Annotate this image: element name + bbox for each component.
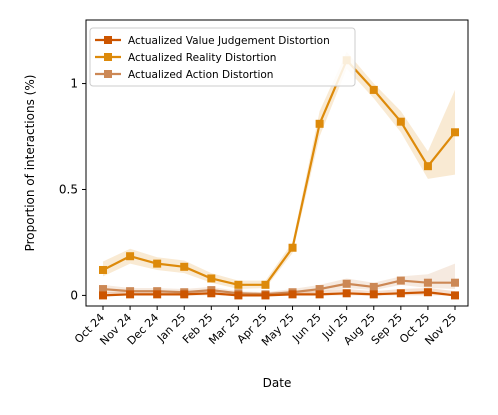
- x-tick-label: Sep 25: [369, 311, 405, 347]
- point-series-1: [153, 259, 162, 268]
- point-series-2: [315, 285, 324, 294]
- legend-label: Actualized Value Judgement Distortion: [128, 35, 330, 47]
- point-series-1: [288, 243, 297, 252]
- point-series-2: [369, 282, 378, 291]
- point-series-0: [126, 290, 135, 299]
- x-tick-label: Jun 25: [289, 311, 323, 345]
- point-series-2: [342, 279, 351, 288]
- point-series-0: [180, 290, 189, 299]
- legend-marker: [104, 70, 112, 78]
- line-series-1: [102, 59, 456, 286]
- point-series-1: [315, 119, 324, 128]
- x-tick-label: Mar 25: [206, 311, 242, 347]
- legend-box: [89, 27, 356, 87]
- x-axis-label: Date: [263, 376, 292, 390]
- y-tick-label: 0: [70, 288, 78, 302]
- point-series-0: [207, 289, 216, 298]
- point-series-1: [451, 128, 459, 137]
- y-axis-label: Proportion of interactions (%): [23, 75, 37, 252]
- point-series-2: [451, 278, 459, 287]
- y-tick-label: 0.5: [59, 182, 78, 196]
- point-series-0: [99, 291, 107, 300]
- point-series-1: [207, 274, 216, 283]
- point-series-0: [342, 289, 351, 298]
- legend-marker: [104, 53, 112, 61]
- y-tick-label: 1: [70, 77, 78, 91]
- point-series-1: [126, 252, 135, 261]
- point-series-2: [396, 276, 405, 285]
- point-series-1: [261, 280, 270, 289]
- point-series-0: [288, 290, 297, 299]
- point-series-0: [234, 291, 243, 300]
- legend-label: Actualized Reality Distortion: [128, 52, 276, 64]
- legend-label: Actualized Action Distortion: [128, 69, 273, 81]
- point-series-0: [369, 290, 378, 299]
- axes-frame: [85, 19, 469, 307]
- legend: Actualized Value Judgement Distortion Act…: [89, 27, 356, 87]
- point-series-2: [99, 285, 107, 294]
- point-series-0: [261, 291, 270, 300]
- point-series-1: [423, 162, 432, 171]
- point-series-1: [180, 262, 189, 271]
- ci-band-series-2: [103, 263, 455, 296]
- point-series-1: [369, 85, 378, 94]
- point-series-0: [451, 291, 459, 300]
- legend-marker: [104, 36, 112, 44]
- point-series-1: [234, 280, 243, 289]
- point-series-0: [423, 288, 432, 297]
- point-series-0: [396, 289, 405, 298]
- point-series-2: [423, 278, 432, 287]
- point-series-0: [315, 290, 324, 299]
- confidence-bands: [103, 51, 455, 296]
- line-series-0: [102, 291, 456, 297]
- point-series-0: [153, 290, 162, 299]
- series-lines: [99, 56, 459, 300]
- line-series-2: [102, 279, 455, 296]
- y-axis-ticks: 00.51: [59, 77, 86, 302]
- point-series-1: [396, 117, 405, 126]
- ci-band-series-1: [103, 51, 455, 290]
- point-series-1: [99, 265, 107, 274]
